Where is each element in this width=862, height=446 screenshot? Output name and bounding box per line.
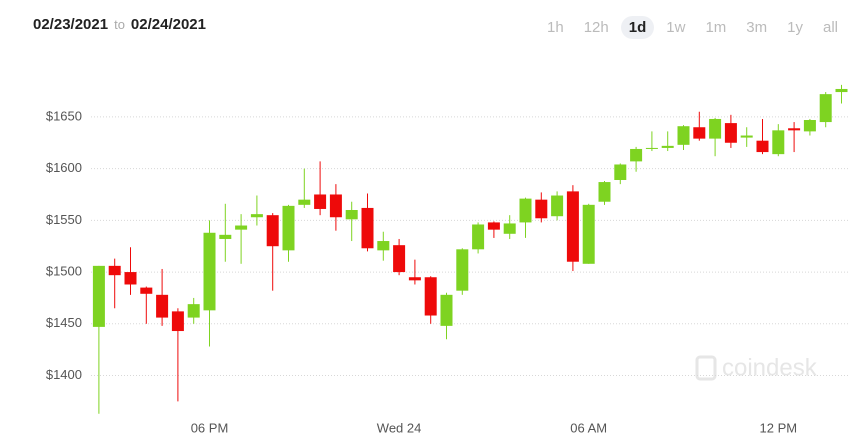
candle-body [298, 199, 311, 205]
date-separator: to [114, 17, 125, 32]
candle-body [519, 198, 532, 223]
watermark-icon [695, 355, 717, 381]
y-tick-label: $1650 [46, 108, 82, 123]
candle-body [440, 294, 453, 326]
x-tick-label: 06 PM [191, 420, 229, 435]
y-tick-label: $1500 [46, 264, 82, 279]
candle-body [329, 194, 342, 218]
candle-body [819, 94, 832, 123]
candle-body [393, 245, 406, 273]
range-button[interactable]: 1w [666, 19, 686, 36]
candle-body [187, 304, 200, 318]
range-button[interactable]: all [822, 19, 838, 36]
candle-body [92, 265, 105, 327]
candle-body [740, 135, 753, 138]
range-button[interactable]: 1d [620, 16, 655, 39]
y-tick-label: $1400 [46, 367, 82, 382]
candle-body [456, 249, 469, 291]
candle-body [361, 207, 374, 249]
candle-body [424, 277, 437, 316]
candle-body [709, 118, 722, 139]
watermark: coindesk [722, 354, 818, 381]
candle-body [582, 204, 595, 264]
candle-body [661, 145, 674, 148]
candle-body [551, 195, 564, 217]
candle-body [630, 148, 643, 162]
candle-body [235, 225, 248, 230]
candle-body [345, 210, 358, 220]
candle-body [156, 294, 169, 318]
candle-body [803, 120, 816, 132]
candle-body [645, 147, 658, 149]
date-range: 02/23/2021 to 02/24/2021 [33, 16, 206, 33]
range-button[interactable]: 12h [583, 19, 609, 36]
x-tick-label: Wed 24 [377, 420, 422, 435]
x-tick-label: 06 AM [570, 420, 607, 435]
candle-body [124, 272, 137, 285]
y-tick-label: $1450 [46, 315, 82, 330]
candle-body [282, 205, 295, 251]
candle-body [314, 194, 327, 209]
range-button[interactable]: 1y [787, 19, 803, 36]
candle-body [140, 287, 153, 294]
candle-body [835, 88, 848, 93]
range-button[interactable]: 1m [705, 19, 727, 36]
candle-body [598, 182, 611, 202]
y-tick-label: $1550 [46, 212, 82, 227]
date-to: 02/24/2021 [130, 16, 206, 33]
candle-body [487, 222, 500, 230]
date-from: 02/23/2021 [33, 16, 109, 33]
range-button[interactable]: 1h [547, 19, 564, 36]
candle-body [171, 311, 184, 332]
candle-body [693, 127, 706, 139]
candle-body [724, 123, 737, 143]
candle-body [788, 128, 801, 131]
candle-body [408, 277, 421, 281]
candle-body [614, 164, 627, 180]
candle-body [203, 232, 216, 311]
candle-body [108, 265, 121, 276]
candle-body [219, 234, 232, 239]
candle-body [472, 224, 485, 250]
candle-body [772, 130, 785, 155]
range-buttons: 1h 12h 1d 1w 1m 3m 1y all [539, 16, 846, 39]
x-tick-label: 12 PM [760, 420, 798, 435]
candle-body [535, 199, 548, 219]
candle-body [503, 223, 516, 234]
candle-body [677, 126, 690, 145]
candle-body [756, 140, 769, 153]
range-button[interactable]: 3m [746, 19, 768, 36]
y-tick-label: $1600 [46, 160, 82, 175]
candle-body [566, 191, 579, 262]
candle-body [377, 241, 390, 251]
candle-body [250, 214, 263, 218]
candle-body [266, 215, 279, 247]
